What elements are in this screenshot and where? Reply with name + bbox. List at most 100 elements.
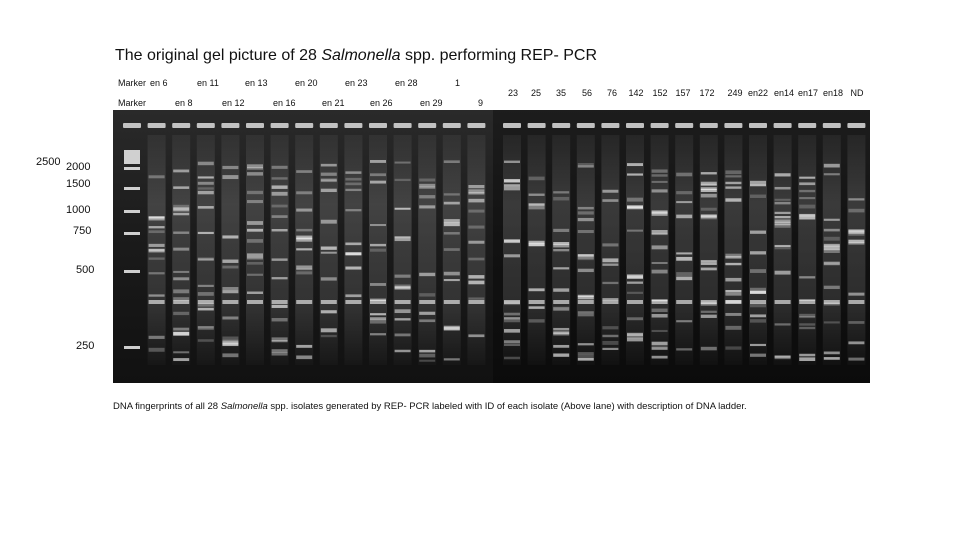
gel-band xyxy=(528,306,545,309)
gel-band xyxy=(577,294,594,297)
gel-band xyxy=(222,300,239,304)
gel-band xyxy=(799,353,816,358)
lane-label: en 8 xyxy=(175,98,193,108)
gel-band xyxy=(271,215,288,218)
gel-band xyxy=(577,206,594,210)
gel-band xyxy=(504,160,520,163)
gel-band xyxy=(750,230,766,234)
gel-band xyxy=(750,269,766,273)
gel-well xyxy=(123,123,141,128)
gel-band xyxy=(700,172,717,175)
gel-band xyxy=(700,314,717,318)
gel-band xyxy=(222,290,239,294)
gel-band xyxy=(799,315,816,319)
gel-band xyxy=(725,346,742,350)
gel-band xyxy=(577,254,594,257)
gel-band xyxy=(443,232,460,235)
gel-band xyxy=(296,191,313,195)
gel-well xyxy=(675,123,694,128)
gel-well xyxy=(246,123,264,128)
gel-band xyxy=(700,267,717,271)
gel-band xyxy=(651,355,668,359)
gel-well xyxy=(576,123,595,128)
gel-well xyxy=(393,123,412,128)
lane-label: ND xyxy=(851,88,864,98)
caption-italic: Salmonella xyxy=(221,401,268,412)
gel-band xyxy=(577,300,594,304)
gel-band xyxy=(799,182,816,186)
gel-band xyxy=(627,291,643,294)
lane-label: en 16 xyxy=(273,98,296,108)
gel-band xyxy=(173,297,190,301)
gel-band xyxy=(222,316,239,320)
gel-band xyxy=(173,207,190,212)
ladder-label: 500 xyxy=(76,264,94,276)
gel-band xyxy=(725,181,742,185)
gel-band xyxy=(651,169,668,173)
gel-band xyxy=(419,183,436,187)
gel-smear xyxy=(675,135,694,365)
gel-band xyxy=(345,266,362,270)
gel-band xyxy=(676,191,693,195)
gel-band xyxy=(528,203,545,206)
gel-band xyxy=(725,312,742,316)
gel-band xyxy=(848,292,865,296)
lane-label: 172 xyxy=(699,88,714,98)
gel-band xyxy=(345,182,362,186)
gel-band xyxy=(394,318,411,321)
gel-smear xyxy=(847,135,866,365)
gel-band xyxy=(173,332,190,336)
gel-band xyxy=(627,163,643,167)
gel-band xyxy=(443,278,460,282)
gel-band xyxy=(823,357,840,360)
gel-band xyxy=(651,341,668,345)
gel-band xyxy=(700,207,717,211)
gel-band xyxy=(468,257,485,261)
gel-band xyxy=(651,314,668,318)
gel-band xyxy=(504,183,520,187)
lane-label: 23 xyxy=(508,88,518,98)
gel-smear xyxy=(724,135,743,365)
lane-label: en 12 xyxy=(222,98,245,108)
gel-well xyxy=(749,123,767,128)
lane-label: 157 xyxy=(675,88,690,98)
gel-band xyxy=(553,327,570,331)
gel-band xyxy=(247,221,263,225)
gel-band xyxy=(271,300,288,304)
gel-band xyxy=(823,302,840,306)
gel-band xyxy=(799,323,816,326)
gel-band xyxy=(345,294,362,298)
gel-band xyxy=(345,242,362,246)
gel-band xyxy=(627,337,643,342)
gel-band xyxy=(148,248,165,253)
gel-band xyxy=(823,173,840,176)
gel-band xyxy=(271,258,288,261)
gel-well xyxy=(221,123,240,128)
gel-band xyxy=(577,257,594,261)
gel-band xyxy=(173,186,190,189)
gel-band xyxy=(370,283,386,286)
gel-smear xyxy=(221,135,240,365)
gel-band xyxy=(296,300,313,304)
lane-label: 25 xyxy=(531,88,541,98)
gel-band xyxy=(468,192,485,195)
gel-well xyxy=(601,123,620,128)
gel-band xyxy=(627,274,643,279)
gel-band xyxy=(799,300,816,304)
gel-band xyxy=(577,165,594,168)
gel-band xyxy=(345,171,362,174)
gel-well xyxy=(344,123,363,128)
gel-smear xyxy=(369,135,387,365)
gel-band xyxy=(443,248,460,251)
gel-band xyxy=(197,206,214,209)
gel-band xyxy=(320,219,337,224)
gel-band xyxy=(676,172,693,177)
gel-band xyxy=(750,353,766,357)
gel-band xyxy=(468,240,485,244)
gel-band xyxy=(700,310,717,313)
gel-band xyxy=(222,342,239,347)
gel-band xyxy=(247,291,263,294)
gel-band xyxy=(528,300,545,304)
gel-band xyxy=(528,242,545,247)
